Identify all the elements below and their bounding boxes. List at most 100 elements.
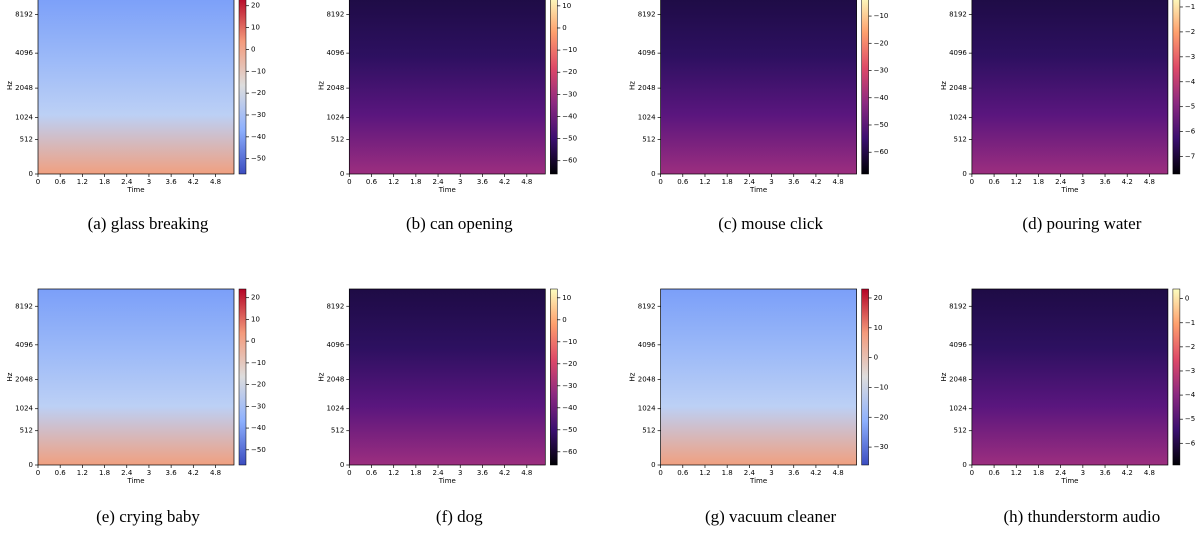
x-tick-label: 3 [147, 178, 151, 186]
y-tick-label: 4096 [638, 341, 656, 349]
y-axis-label: Hz [940, 372, 948, 381]
y-tick-label: 4096 [949, 341, 967, 349]
x-tick-label: 0.6 [989, 469, 1001, 477]
panel: 0 0.6 1.2 1.8 2.4 3 3.6 4.2 4.8 0 512 1024 2048 4096 8… [940, 0, 1196, 233]
y-tick-label: 1024 [949, 113, 967, 121]
x-tick-label: 4.8 [521, 178, 532, 186]
colorbar-tick-label: −3 [1185, 367, 1195, 375]
caption: (f) dog [436, 507, 483, 526]
panel: 0 0.6 1.2 1.8 2.4 3 3.6 4.2 4.8 0 512 1024 2048 4096 8… [629, 0, 889, 233]
panel: 0 0.6 1.2 1.8 2.4 3 3.6 4.2 4.8 0 512 1024 2048 4096 8… [6, 288, 266, 526]
colorbar-tick-label: −10 [251, 359, 266, 367]
y-tick-label: 2048 [949, 376, 967, 384]
x-tick-label: 0 [658, 469, 662, 477]
colorbar-tick-label: −6 [1185, 128, 1196, 136]
colorbar [550, 0, 558, 175]
plot-frame [37, 288, 235, 466]
x-tick-label: 0 [36, 469, 40, 477]
colorbar-tick-label: −40 [562, 404, 577, 412]
colorbar-tick-label: 0 [562, 316, 566, 324]
y-tick-label: 1024 [638, 405, 656, 413]
x-tick-label: 0 [347, 178, 351, 186]
colorbar-tick-label: 0 [874, 354, 878, 362]
x-tick-label: 0 [658, 178, 662, 186]
x-axis-label: Time [126, 186, 144, 194]
colorbar-tick-label: −30 [874, 443, 889, 451]
y-tick-label: 2048 [638, 376, 656, 384]
plot-frame [660, 0, 857, 175]
x-tick-label: 1.2 [1011, 469, 1022, 477]
y-axis-label: Hz [317, 81, 325, 90]
spectrogram [660, 0, 857, 174]
colorbar-tick-label: −4 [1185, 391, 1196, 399]
x-tick-label: 4.8 [210, 178, 221, 186]
x-tick-label: 4.2 [188, 178, 199, 186]
spectrogram [38, 0, 234, 174]
caption: (h) thunderstorm audio [1004, 507, 1161, 526]
x-tick-label: 1.8 [99, 469, 110, 477]
colorbar-tick-label: −50 [251, 446, 266, 454]
y-tick-label: 8192 [638, 302, 656, 310]
y-tick-label: 8192 [15, 302, 33, 310]
colorbar [861, 0, 869, 175]
x-tick-label: 0 [347, 469, 351, 477]
y-tick-label: 8192 [326, 10, 344, 18]
x-tick-label: 3.6 [477, 469, 489, 477]
x-tick-label: 0.6 [366, 469, 378, 477]
x-tick-label: 2.4 [1055, 469, 1067, 477]
colorbar-tick-label: −30 [562, 90, 577, 98]
colorbar-tick-label: −7 [1185, 153, 1195, 161]
x-tick-label: 4.2 [810, 178, 821, 186]
plot-frame [660, 288, 857, 466]
x-tick-label: 3.6 [1099, 178, 1111, 186]
x-tick-label: 4.8 [1144, 469, 1155, 477]
colorbar-tick-label: −50 [562, 426, 577, 434]
colorbar-tick-label: −50 [874, 121, 889, 129]
x-tick-label: 1.8 [1033, 469, 1044, 477]
x-tick-label: 3.6 [166, 469, 178, 477]
y-tick-label: 8192 [15, 10, 33, 18]
x-tick-label: 3 [769, 178, 773, 186]
colorbar-tick-label: −60 [562, 448, 577, 456]
colorbar-tick-label: −20 [874, 39, 889, 47]
colorbar-tick-label: −60 [562, 157, 577, 165]
y-tick-label: 2048 [15, 376, 33, 384]
colorbar [861, 288, 869, 466]
x-tick-label: 1.8 [410, 469, 421, 477]
x-tick-label: 4.8 [210, 469, 221, 477]
colorbar-tick-label: 0 [1185, 295, 1189, 303]
colorbar-tick-label: −5 [1185, 415, 1195, 423]
x-tick-label: 0.6 [55, 469, 67, 477]
x-tick-label: 4.8 [833, 469, 844, 477]
colorbar-tick-label: −40 [562, 112, 577, 120]
colorbar [1172, 0, 1181, 175]
x-tick-label: 1.2 [699, 469, 710, 477]
spectrogram [349, 0, 546, 174]
spectrogram [38, 289, 234, 465]
x-tick-label: 3 [458, 469, 462, 477]
x-axis-label: Time [1060, 477, 1078, 485]
y-tick-label: 2048 [949, 84, 967, 92]
x-tick-label: 0 [970, 469, 974, 477]
x-tick-label: 4.2 [1122, 178, 1133, 186]
colorbar [238, 288, 247, 466]
y-tick-label: 0 [651, 461, 655, 469]
y-tick-label: 2048 [15, 84, 33, 92]
y-tick-label: 1024 [638, 113, 656, 121]
y-axis-label: Hz [629, 81, 637, 90]
y-axis-label: Hz [317, 372, 325, 381]
x-tick-label: 0.6 [677, 469, 689, 477]
x-axis-label: Time [438, 477, 456, 485]
y-tick-label: 2048 [326, 84, 344, 92]
y-tick-label: 0 [340, 170, 344, 178]
x-tick-label: 1.8 [722, 469, 733, 477]
x-tick-label: 3 [147, 469, 151, 477]
colorbar-tick-label: −20 [562, 360, 577, 368]
x-tick-label: 3.6 [788, 469, 800, 477]
colorbar [1172, 288, 1181, 466]
colorbar-tick-label: 20 [251, 2, 260, 10]
colorbar-tick-label: −40 [874, 94, 889, 102]
panel: 0 0.6 1.2 1.8 2.4 3 3.6 4.2 4.8 0 512 1024 2048 4096 8… [629, 288, 889, 526]
x-tick-label: 1.8 [722, 178, 733, 186]
